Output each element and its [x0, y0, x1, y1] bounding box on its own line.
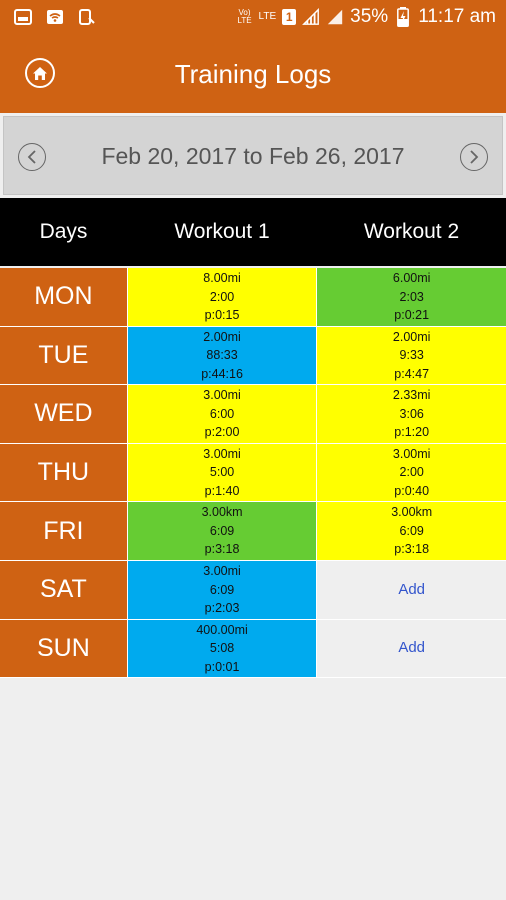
add-workout-link[interactable]: Add: [398, 639, 426, 657]
column-header-days: Days: [39, 220, 88, 243]
column-header-workout-2: Workout 2: [363, 220, 460, 243]
workout-time: 5:00: [209, 465, 235, 480]
volte-indicator: Vo) LTE: [237, 8, 252, 25]
day-label: WED: [0, 385, 128, 443]
workout-cell[interactable]: 3.00km 6:09 p:3:18: [317, 502, 506, 560]
day-label: FRI: [0, 502, 128, 560]
training-log-table: MON 8.00mi 2:00 p:0:15 6.00mi 2:03 p:0:2…: [0, 268, 506, 679]
workout-time: 5:08: [209, 641, 235, 656]
system-status: Vo) LTE LTE 1 35% 11:17 am: [237, 6, 497, 28]
lte-indicator: LTE: [258, 11, 277, 22]
workout-cell[interactable]: 2.00mi 9:33 p:4:47: [317, 326, 506, 385]
home-button[interactable]: [25, 58, 55, 88]
workout-cell[interactable]: 3.00mi 2:00 p:0:40: [317, 443, 506, 502]
workout-time: 2:00: [209, 289, 235, 304]
workout-pace: p:1:40: [204, 483, 240, 498]
add-workout-link[interactable]: Add: [398, 580, 426, 598]
workout-pace: p:0:15: [204, 308, 240, 323]
workout-distance: 3.00km: [201, 505, 243, 520]
table-row: TUE 2.00mi 88:33 p:44:16 2.00mi 9:33 p:4…: [0, 326, 506, 386]
workout-distance: 6.00mi: [392, 271, 431, 286]
workout-pace: p:4:47: [394, 366, 430, 381]
battery-charging-icon: [394, 7, 412, 27]
workout-cell[interactable]: 2.00mi 88:33 p:44:16: [127, 326, 318, 385]
workout-distance: 3.00mi: [203, 446, 241, 461]
workout-pace: p:0:40: [394, 483, 430, 498]
workout-pace: p:0:21: [394, 308, 430, 323]
workout-cell[interactable]: 6.00mi 2:03 p:0:21: [317, 268, 506, 326]
workout-distance: 3.00mi: [203, 564, 241, 579]
day-label: SUN: [0, 619, 128, 678]
table-row: MON 8.00mi 2:00 p:0:15 6.00mi 2:03 p:0:2…: [0, 268, 506, 327]
workout-distance: 8.00mi: [203, 271, 241, 286]
workout-time: 6:09: [209, 582, 235, 597]
table-header: Days Workout 1 Workout 2: [0, 198, 506, 266]
day-label: THU: [0, 443, 128, 502]
workout-time: 88:33: [206, 348, 238, 363]
workout-cell[interactable]: 400.00mi 5:08 p:0:01: [127, 619, 318, 678]
workout-time: 6:09: [399, 523, 424, 538]
table-row: THU 3.00mi 5:00 p:1:40 3.00mi 2:00 p:0:4…: [0, 443, 506, 503]
page-title: Training Logs: [174, 59, 332, 89]
status-bar: Vo) LTE LTE 1 35% 11:17 am: [0, 0, 506, 34]
workout-cell[interactable]: 8.00mi 2:00 p:0:15: [127, 268, 318, 326]
table-row: SAT 3.00mi 6:09 p:2:03 Add: [0, 560, 506, 620]
next-week-button[interactable]: [460, 143, 488, 171]
workout-time: 9:33: [399, 348, 424, 363]
empty-workout-cell: Add: [317, 560, 506, 619]
signal-icon: [302, 8, 320, 26]
chevron-left-icon: [27, 150, 37, 164]
device-notification-icon: [78, 8, 96, 26]
workout-time: 6:00: [209, 406, 235, 421]
workout-distance: 2.33mi: [392, 388, 431, 403]
workout-distance: 3.00km: [391, 505, 433, 520]
date-navigator: Feb 20, 2017 to Feb 26, 2017: [3, 116, 503, 195]
workout-pace: p:3:18: [394, 542, 430, 557]
workout-distance: 3.00mi: [203, 388, 241, 403]
table-row: WED 3.00mi 6:00 p:2:00 2.33mi 3:06 p:1:2…: [0, 385, 506, 444]
workout-pace: p:0:01: [204, 659, 240, 674]
app-bar: Training Logs: [0, 34, 506, 113]
workout-pace: p:2:00: [204, 425, 240, 440]
home-icon: [32, 66, 48, 81]
gallery-notification-icon: [14, 8, 32, 26]
workout-cell[interactable]: 2.33mi 3:06 p:1:20: [317, 385, 506, 443]
workout-time: 3:06: [399, 406, 424, 421]
chevron-right-icon: [469, 150, 479, 164]
workout-cell[interactable]: 3.00mi 6:00 p:2:00: [127, 385, 318, 443]
empty-workout-cell: Add: [317, 619, 506, 678]
previous-week-button[interactable]: [18, 143, 46, 171]
clock: 11:17 am: [418, 6, 496, 27]
workout-time: 2:03: [399, 289, 424, 304]
wifi-notification-icon: [46, 8, 64, 26]
sim-slot-indicator: 1: [282, 9, 297, 25]
day-label: SAT: [0, 560, 128, 619]
workout-pace: p:2:03: [204, 601, 240, 616]
day-label: MON: [0, 268, 128, 326]
workout-time: 2:00: [399, 465, 424, 480]
date-range-label: Feb 20, 2017 to Feb 26, 2017: [101, 143, 405, 169]
workout-time: 6:09: [209, 523, 235, 538]
signal-2-icon: [326, 8, 344, 26]
workout-pace: p:1:20: [394, 425, 430, 440]
day-label: TUE: [0, 326, 128, 385]
workout-cell[interactable]: 3.00mi 5:00 p:1:40: [127, 443, 318, 502]
workout-distance: 400.00mi: [196, 622, 248, 637]
table-row: SUN 400.00mi 5:08 p:0:01 Add: [0, 619, 506, 679]
notification-icons: [14, 8, 96, 26]
column-header-workout-1: Workout 1: [174, 220, 270, 243]
workout-distance: 2.00mi: [392, 329, 431, 344]
workout-cell[interactable]: 3.00km 6:09 p:3:18: [127, 502, 318, 560]
workout-pace: p:3:18: [204, 542, 240, 557]
workout-pace: p:44:16: [201, 366, 243, 381]
workout-distance: 3.00mi: [392, 446, 431, 461]
workout-distance: 2.00mi: [203, 329, 241, 344]
battery-percent: 35%: [350, 6, 389, 27]
table-row: FRI 3.00km 6:09 p:3:18 3.00km 6:09 p:3:1…: [0, 502, 506, 561]
workout-cell[interactable]: 3.00mi 6:09 p:2:03: [127, 560, 318, 619]
